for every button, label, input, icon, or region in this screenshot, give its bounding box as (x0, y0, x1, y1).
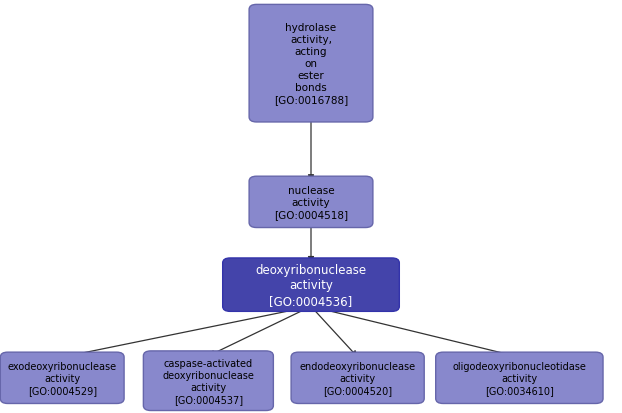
Text: nuclease
activity
[GO:0004518]: nuclease activity [GO:0004518] (274, 185, 348, 219)
FancyBboxPatch shape (291, 352, 424, 404)
FancyBboxPatch shape (223, 259, 399, 311)
FancyBboxPatch shape (249, 177, 373, 228)
FancyBboxPatch shape (249, 5, 373, 123)
FancyBboxPatch shape (435, 352, 603, 404)
Text: endodeoxyribonuclease
activity
[GO:0004520]: endodeoxyribonuclease activity [GO:00045… (300, 361, 415, 395)
FancyBboxPatch shape (1, 352, 124, 404)
Text: deoxyribonuclease
activity
[GO:0004536]: deoxyribonuclease activity [GO:0004536] (256, 263, 366, 307)
FancyBboxPatch shape (143, 351, 274, 411)
Text: hydrolase
activity,
acting
on
ester
bonds
[GO:0016788]: hydrolase activity, acting on ester bond… (274, 23, 348, 105)
Text: exodeoxyribonuclease
activity
[GO:0004529]: exodeoxyribonuclease activity [GO:000452… (7, 361, 117, 395)
Text: caspase-activated
deoxyribonuclease
activity
[GO:0004537]: caspase-activated deoxyribonuclease acti… (162, 358, 254, 404)
Text: oligodeoxyribonucleotidase
activity
[GO:0034610]: oligodeoxyribonucleotidase activity [GO:… (452, 361, 587, 395)
